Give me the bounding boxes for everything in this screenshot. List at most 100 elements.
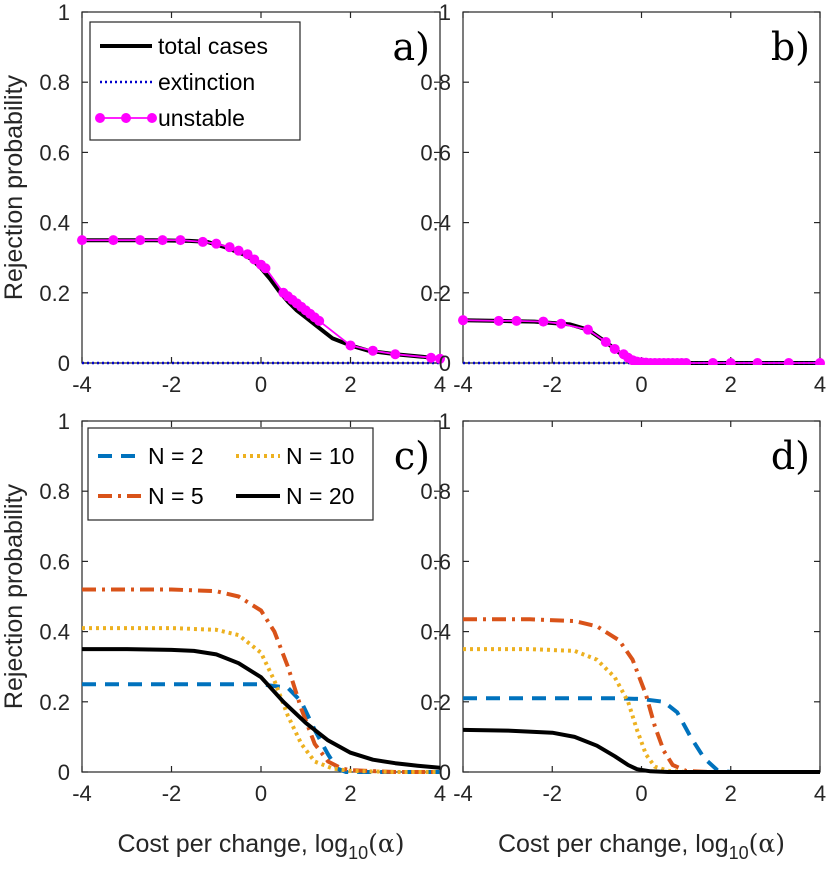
y-tick-label: 0.2 (39, 690, 70, 715)
y-tick-label: 0.4 (39, 620, 70, 645)
data-point (707, 358, 718, 365)
data-point (260, 263, 271, 274)
x-tick-label: -2 (162, 781, 182, 806)
plot-area (458, 315, 825, 365)
legend-entry: N = 5 (148, 483, 204, 509)
x-tick-label: -2 (542, 372, 562, 397)
series-n-2 (82, 682, 440, 774)
x-tick-label: 2 (344, 372, 356, 397)
y-tick-label: 0.8 (420, 70, 451, 95)
x-tick-label: -2 (162, 372, 182, 397)
data-point (681, 358, 692, 365)
series-n-5 (82, 587, 440, 774)
y-tick-label: 1 (58, 0, 70, 25)
data-point (815, 358, 825, 365)
plot-area (82, 587, 441, 774)
y-tick-label: 0.8 (420, 479, 451, 504)
y-tick-label: 0.2 (39, 281, 70, 306)
axes-frame (462, 11, 821, 364)
y-tick-label: 1 (58, 409, 70, 434)
data-point (157, 235, 168, 246)
y-tick-label: 0 (58, 760, 70, 785)
data-point (600, 336, 611, 347)
panel-label: c) (394, 434, 430, 478)
x-tick-label: 4 (814, 372, 826, 397)
data-point (211, 238, 222, 249)
data-point (175, 235, 186, 246)
legend-entry: N = 20 (286, 483, 354, 509)
data-point (224, 242, 235, 253)
x-tick-label: 4 (434, 781, 446, 806)
data-point (538, 316, 549, 327)
data-point (249, 254, 260, 265)
series-total-cases (82, 238, 441, 361)
data-point (242, 249, 253, 260)
x-axis-label: Cost per change, log10(α) (117, 829, 404, 863)
legend-entry: unstable (158, 105, 245, 131)
x-tick-label: 0 (635, 372, 647, 397)
y-tick-label: 0 (58, 351, 70, 376)
data-point (426, 352, 437, 363)
series-n-2 (463, 696, 820, 774)
data-point (77, 235, 87, 246)
panel-label: b) (771, 25, 810, 69)
x-tick-label: 2 (344, 781, 356, 806)
legend-entry: N = 2 (148, 443, 204, 469)
x-tick-label: -4 (72, 781, 92, 806)
y-axis-label: Rejection probability (0, 74, 28, 300)
data-point (752, 358, 763, 365)
y-tick-label: 0.6 (420, 140, 451, 165)
plot-area (77, 235, 445, 365)
y-axis-label: Rejection probability (0, 483, 28, 709)
x-tick-label: 0 (255, 372, 267, 397)
data-point (314, 315, 325, 326)
series-n-10 (82, 626, 440, 774)
x-tick-label: 2 (725, 372, 737, 397)
x-tick-label: 2 (725, 781, 737, 806)
legend-entry: extinction (158, 69, 255, 95)
y-tick-label: 0.6 (39, 140, 70, 165)
series-n-20 (82, 647, 441, 770)
data-point (511, 315, 522, 326)
legend-entry: total cases (158, 33, 268, 59)
data-point (458, 315, 468, 326)
data-point (783, 358, 794, 365)
series-unstable (82, 239, 441, 360)
y-tick-label: 0.2 (420, 690, 451, 715)
x-tick-label: -4 (453, 372, 473, 397)
data-point (367, 345, 378, 356)
x-tick-label: 0 (635, 781, 647, 806)
y-tick-label: 1 (439, 409, 451, 434)
data-point (582, 324, 593, 335)
y-tick-label: 0.4 (420, 620, 451, 645)
series-unstable (462, 319, 820, 364)
x-tick-label: -4 (453, 781, 473, 806)
panel-label: d) (771, 434, 810, 478)
y-tick-label: 0.6 (420, 549, 451, 574)
x-tick-label: 4 (434, 372, 446, 397)
axes-frame (462, 420, 821, 773)
plot-area (462, 617, 820, 774)
legend-entry: N = 10 (286, 443, 354, 469)
data-point (556, 318, 567, 329)
data-point (390, 349, 401, 360)
data-point (197, 236, 208, 247)
y-tick-label: 0.6 (39, 549, 70, 574)
legend: total cases extinction unstable (89, 21, 301, 141)
series-n-10 (463, 647, 820, 774)
data-point (435, 353, 445, 364)
data-point (135, 235, 146, 246)
data-point (725, 358, 736, 365)
y-tick-label: 0 (439, 351, 451, 376)
x-tick-label: 0 (255, 781, 267, 806)
y-tick-label: 0.4 (420, 211, 451, 236)
series-n-5 (463, 617, 820, 774)
series-total-cases (462, 318, 820, 365)
y-tick-label: 0 (439, 760, 451, 785)
y-tick-label: 0.8 (39, 479, 70, 504)
data-point (345, 340, 356, 351)
x-tick-label: 4 (814, 781, 826, 806)
y-tick-label: 0.2 (420, 281, 451, 306)
